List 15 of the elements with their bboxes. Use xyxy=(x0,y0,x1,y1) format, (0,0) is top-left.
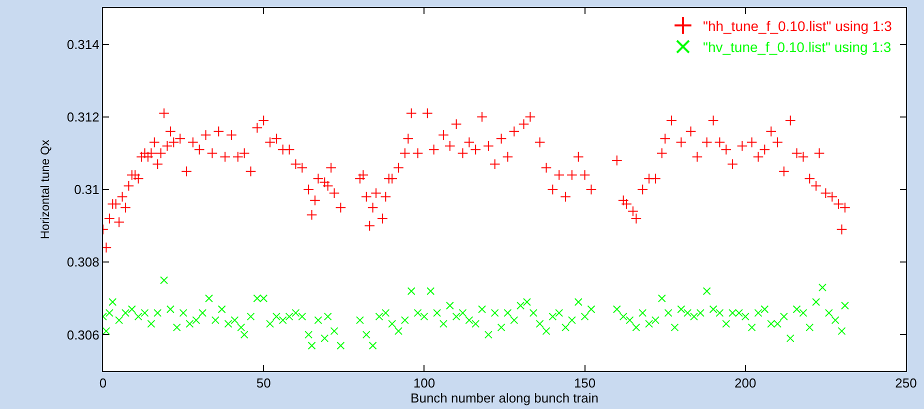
x-tick-label: 0 xyxy=(99,376,107,391)
y-tick-label: 0.31 xyxy=(74,182,100,198)
x-tick-label: 50 xyxy=(256,376,271,391)
x-tick-label: 150 xyxy=(574,376,596,391)
legend-label: "hh_tune_f_0.10.list" using 1:3 xyxy=(702,18,892,34)
x-tick-label: 250 xyxy=(895,376,917,391)
x-tick-label: 200 xyxy=(734,376,756,391)
legend-label: "hv_tune_f_0.10.list" using 1:3 xyxy=(702,39,892,56)
y-tick-label: 0.306 xyxy=(66,327,100,342)
y-tick-label: 0.308 xyxy=(66,254,100,270)
x-axis-title: Bunch number along bunch train xyxy=(410,390,598,406)
y-tick-label: 0.312 xyxy=(66,109,100,124)
x-tick-label: 100 xyxy=(413,376,436,391)
y-tick-label: 0.314 xyxy=(66,36,100,52)
y-axis-title: Horizontal tune Qx xyxy=(38,140,52,240)
